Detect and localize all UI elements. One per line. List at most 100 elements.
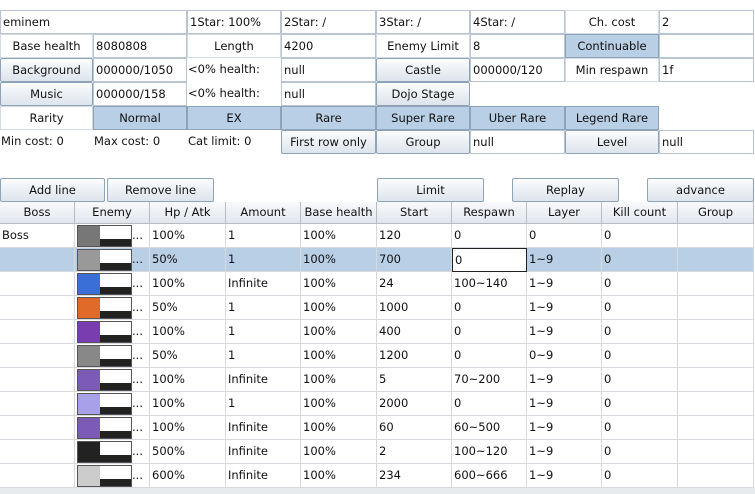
text-field[interactable]: 000000/1050 — [93, 58, 187, 82]
table-cell[interactable]: ... — [75, 344, 150, 368]
column-header[interactable]: Boss — [0, 202, 75, 224]
table-cell[interactable]: 1 — [226, 320, 301, 344]
table-cell[interactable]: 700 — [377, 248, 452, 272]
column-header[interactable]: Kill count — [602, 202, 678, 224]
table-cell[interactable] — [0, 464, 75, 488]
column-header[interactable]: Base health — [301, 202, 377, 224]
table-cell[interactable]: 2 — [377, 440, 452, 464]
table-cell[interactable]: ... — [75, 272, 150, 296]
table-cell[interactable]: ... — [75, 464, 150, 488]
table-cell[interactable]: ... — [75, 392, 150, 416]
table-cell[interactable]: 60~500 — [452, 416, 527, 440]
table-cell[interactable]: 5 — [377, 368, 452, 392]
table-cell[interactable]: 60 — [377, 416, 452, 440]
table-cell[interactable]: 0 — [602, 248, 678, 272]
table-cell[interactable]: Infinite — [226, 416, 301, 440]
button[interactable]: Castle — [376, 58, 470, 82]
column-header[interactable]: Hp / Atk — [150, 202, 226, 224]
table-cell[interactable]: 0 — [602, 416, 678, 440]
table-cell[interactable]: ... — [75, 296, 150, 320]
table-cell[interactable]: 100% — [301, 344, 377, 368]
text-field[interactable]: 2Star: / — [281, 10, 376, 34]
table-cell[interactable]: ... — [75, 368, 150, 392]
table-cell[interactable]: 0 — [602, 344, 678, 368]
table-cell[interactable]: 1 — [226, 296, 301, 320]
text-field[interactable]: 000000/158 — [93, 82, 187, 106]
table-cell[interactable]: 1 — [226, 224, 301, 248]
table-cell[interactable]: 0~9 — [527, 344, 602, 368]
toggle-button[interactable]: Super Rare — [376, 106, 470, 130]
table-cell[interactable]: 0 — [602, 272, 678, 296]
table-cell[interactable] — [678, 272, 754, 296]
table-cell[interactable]: 100% — [301, 296, 377, 320]
button[interactable]: Dojo Stage — [376, 82, 470, 106]
table-cell[interactable]: 1~9 — [527, 392, 602, 416]
column-header[interactable]: Layer — [527, 202, 602, 224]
table-cell[interactable] — [0, 344, 75, 368]
table-cell[interactable]: 0 — [602, 440, 678, 464]
table-cell[interactable]: 1~9 — [527, 272, 602, 296]
table-cell[interactable] — [0, 320, 75, 344]
table-cell[interactable] — [0, 368, 75, 392]
table-cell[interactable] — [678, 368, 754, 392]
table-cell[interactable] — [0, 272, 75, 296]
toggle-button[interactable]: Rare — [281, 106, 376, 130]
toggle-button[interactable]: Continuable — [565, 34, 659, 58]
column-header[interactable]: Group — [678, 202, 754, 224]
table-cell[interactable]: 100% — [150, 392, 226, 416]
table-cell[interactable]: 100% — [301, 416, 377, 440]
text-field[interactable]: 3Star: / — [376, 10, 470, 34]
table-cell[interactable]: 24 — [377, 272, 452, 296]
table-cell[interactable]: Infinite — [226, 464, 301, 488]
table-cell[interactable]: 0 — [602, 320, 678, 344]
table-cell[interactable] — [0, 296, 75, 320]
table-cell[interactable]: 100% — [301, 392, 377, 416]
text-field[interactable]: 8 — [470, 34, 565, 58]
table-cell[interactable]: 1~9 — [527, 248, 602, 272]
table-cell[interactable]: 50% — [150, 296, 226, 320]
text-field[interactable]: null — [281, 82, 376, 106]
table-cell[interactable]: 100~140 — [452, 272, 527, 296]
table-cell[interactable]: ... — [75, 224, 150, 248]
column-header[interactable]: Start — [377, 202, 452, 224]
table-cell[interactable]: Infinite — [226, 440, 301, 464]
table-cell[interactable]: 50% — [150, 344, 226, 368]
table-cell[interactable]: 1 — [226, 344, 301, 368]
table-cell[interactable] — [0, 392, 75, 416]
table-cell[interactable] — [678, 224, 754, 248]
table-cell[interactable]: 0 — [452, 344, 527, 368]
table-cell[interactable]: ... — [75, 416, 150, 440]
table-cell[interactable] — [0, 248, 75, 272]
button[interactable]: advance — [647, 178, 754, 202]
button[interactable]: Replay — [512, 178, 619, 202]
table-cell[interactable]: 500% — [150, 440, 226, 464]
table-cell[interactable]: 0 — [527, 224, 602, 248]
table-cell[interactable] — [678, 392, 754, 416]
table-cell[interactable]: 100% — [150, 368, 226, 392]
button[interactable]: Add line — [0, 178, 105, 202]
table-cell[interactable]: Infinite — [226, 368, 301, 392]
table-cell[interactable]: 50% — [150, 248, 226, 272]
toggle-button[interactable]: Normal — [93, 106, 187, 130]
table-cell[interactable]: 100% — [301, 368, 377, 392]
button[interactable]: Music — [0, 82, 93, 106]
table-cell[interactable] — [678, 440, 754, 464]
table-cell[interactable]: 600~666 — [452, 464, 527, 488]
button[interactable]: First row only — [281, 130, 376, 154]
table-cell[interactable]: Boss — [0, 224, 75, 248]
table-cell[interactable] — [678, 416, 754, 440]
button[interactable]: Limit — [377, 178, 484, 202]
table-cell[interactable]: 1~9 — [527, 440, 602, 464]
column-header[interactable]: Enemy — [75, 202, 150, 224]
table-cell[interactable]: 1 — [226, 248, 301, 272]
table-cell[interactable]: 0 — [602, 392, 678, 416]
column-header[interactable]: Amount — [226, 202, 301, 224]
table-cell[interactable]: 1~9 — [527, 464, 602, 488]
button[interactable]: Background — [0, 58, 93, 82]
table-cell[interactable]: 600% — [150, 464, 226, 488]
table-cell[interactable]: 0 — [602, 464, 678, 488]
toggle-button[interactable]: EX — [187, 106, 281, 130]
table-cell[interactable]: 100% — [150, 416, 226, 440]
table-cell[interactable]: 100% — [150, 320, 226, 344]
table-cell[interactable]: 1~9 — [527, 296, 602, 320]
